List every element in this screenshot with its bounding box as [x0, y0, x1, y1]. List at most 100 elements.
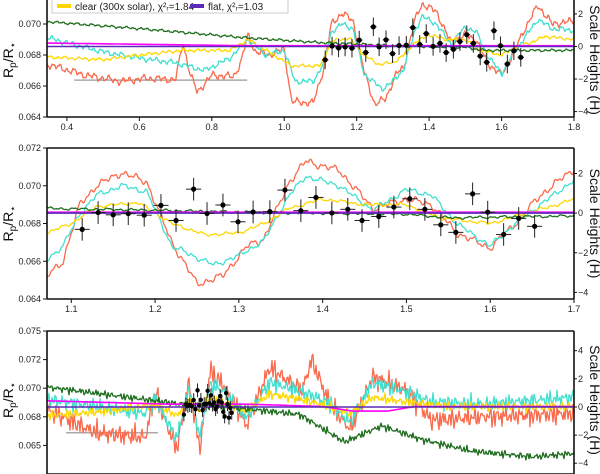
data-marker — [383, 37, 389, 43]
data-marker — [225, 402, 230, 407]
data-point — [208, 388, 214, 403]
data-marker — [181, 412, 187, 417]
data-point — [168, 209, 184, 232]
data-marker — [457, 38, 463, 45]
data-marker — [423, 31, 429, 37]
data-point — [382, 30, 390, 50]
y-tick-label: 0.066 — [18, 256, 41, 266]
data-point — [335, 38, 342, 58]
data-marker — [450, 46, 456, 52]
model-green — [47, 384, 574, 461]
y2-tick-label: −2 — [578, 248, 588, 258]
y-tick-label: 0.072 — [18, 143, 41, 153]
data-marker — [422, 206, 428, 212]
data-point — [199, 202, 215, 225]
data-point — [136, 203, 152, 227]
data-point — [395, 36, 403, 55]
data-marker — [437, 40, 443, 46]
data-point — [203, 397, 209, 411]
data-marker — [220, 202, 226, 208]
data-marker — [204, 210, 210, 217]
data-marker — [79, 226, 85, 232]
data-marker — [376, 44, 382, 50]
x-tick-label: 1.1 — [65, 304, 78, 314]
data-marker — [359, 217, 365, 224]
y2-tick-label: −4 — [578, 458, 588, 468]
data-point — [105, 203, 121, 227]
data-marker — [477, 53, 483, 59]
data-point — [225, 397, 230, 412]
x-tick-label: 0.6 — [133, 122, 146, 132]
data-point — [483, 52, 490, 72]
data-point — [193, 402, 198, 417]
data-marker — [403, 42, 409, 48]
legend-swatch-clear — [57, 4, 71, 8]
data-point — [442, 43, 450, 62]
data-marker — [518, 54, 524, 60]
model-red — [47, 158, 574, 287]
x-tick-label: 0.4 — [61, 122, 74, 132]
data-marker — [198, 397, 204, 403]
data-marker — [376, 213, 382, 220]
y2-tick-label: −4 — [578, 287, 588, 297]
data-point — [308, 186, 324, 209]
y-tick-label: 0.070 — [18, 383, 41, 393]
data-marker — [389, 51, 396, 57]
y2-tick-label: 0 — [578, 402, 583, 412]
data-point — [436, 34, 444, 53]
y-tick-label: 0.072 — [18, 355, 41, 365]
data-point — [191, 393, 196, 407]
data-point — [429, 37, 437, 56]
y2-tick-label: 4 — [578, 346, 583, 356]
data-point — [386, 195, 402, 219]
data-point — [262, 200, 278, 223]
y2-tick-label: 2 — [578, 9, 583, 19]
x-tick-label: 1.5 — [400, 304, 413, 314]
x-tick-label: 1.7 — [568, 304, 581, 314]
y-tick-label: 0.075 — [18, 326, 41, 336]
data-point — [422, 24, 430, 43]
data-point — [456, 32, 464, 51]
data-marker — [504, 61, 510, 67]
data-point — [375, 37, 383, 57]
data-marker — [282, 187, 288, 193]
data-point — [490, 21, 498, 40]
data-point — [409, 18, 417, 37]
x-tick-label: 1.6 — [495, 122, 508, 132]
data-marker — [125, 211, 131, 217]
data-point — [153, 194, 169, 217]
data-point — [181, 407, 187, 422]
data-marker — [173, 217, 179, 224]
data-marker — [222, 414, 227, 419]
data-marker — [453, 229, 459, 235]
data-marker — [195, 388, 200, 393]
data-point — [511, 207, 527, 230]
y-tick-label: 0.070 — [18, 181, 41, 191]
y2-axis-label: Scale Heights (H) — [587, 345, 600, 455]
data-marker — [193, 407, 198, 412]
y-label-mid: /R — [0, 212, 16, 226]
y-tick-label: 0.068 — [18, 412, 41, 422]
data-point — [120, 202, 136, 226]
y-axis-label: Rp/R⋆ — [0, 382, 19, 418]
y-label-sub-star: ⋆ — [8, 206, 19, 212]
y2-tick-label: 0 — [578, 41, 583, 51]
data-point — [370, 17, 377, 37]
y-label-sub-star: ⋆ — [8, 42, 19, 48]
data-marker — [443, 49, 449, 56]
y-label-sub-p: p — [8, 225, 19, 231]
data-marker — [485, 209, 491, 215]
data-marker — [511, 48, 517, 54]
model-magenta — [47, 42, 574, 47]
model-clear-300x-solar — [47, 197, 574, 237]
data-point — [417, 198, 433, 221]
y-tick-label: 0.068 — [18, 50, 41, 60]
data-marker — [226, 415, 232, 420]
model-red — [47, 2, 574, 107]
model-cyan — [47, 175, 574, 266]
plot-area — [47, 158, 574, 287]
data-point — [230, 210, 246, 234]
data-marker — [470, 40, 476, 46]
legend-label-flat: flat, χ²ᵣ=1.03 — [208, 2, 264, 13]
